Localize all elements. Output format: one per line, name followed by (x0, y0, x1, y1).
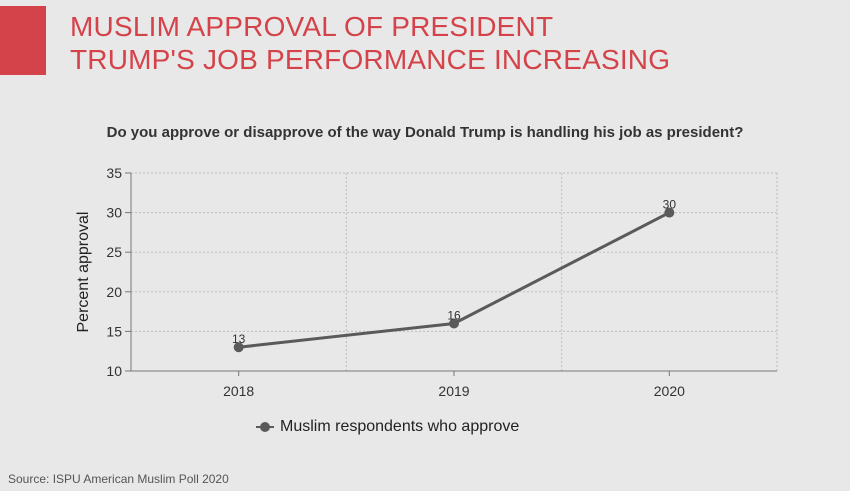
data-point (233, 342, 244, 353)
accent-block (0, 6, 46, 75)
y-tick-label: 20 (106, 284, 122, 300)
x-tick-label: 2019 (438, 383, 469, 399)
chart-question: Do you approve or disapprove of the way … (106, 124, 744, 141)
x-tick-label: 2020 (654, 383, 685, 399)
data-label: 13 (232, 332, 246, 346)
y-tick-label: 35 (106, 165, 122, 181)
legend-label: Muslim respondents who approve (280, 418, 520, 435)
data-point (449, 318, 459, 329)
title-line-1: MUSLIM APPROVAL OF PRESIDENT (70, 11, 554, 42)
chart-legend: Muslim respondents who approve (256, 418, 519, 436)
y-axis-label: Percent approval (75, 212, 92, 333)
y-tick-label: 25 (106, 244, 122, 260)
y-tick-label: 15 (106, 323, 122, 339)
x-tick-label: 2018 (223, 383, 254, 399)
data-point (664, 207, 675, 218)
data-label: 30 (663, 198, 677, 212)
title-line-2: TRUMP'S JOB PERFORMANCE INCREASING (70, 44, 671, 75)
page-title: MUSLIM APPROVAL OF PRESIDENT TRUMP'S JOB… (70, 10, 830, 76)
legend-marker-icon (256, 422, 274, 432)
y-tick-label: 30 (106, 205, 122, 221)
data-label: 16 (447, 308, 461, 322)
source-note: Source: ISPU American Muslim Poll 2020 (8, 472, 229, 486)
y-tick-label: 10 (106, 363, 122, 379)
